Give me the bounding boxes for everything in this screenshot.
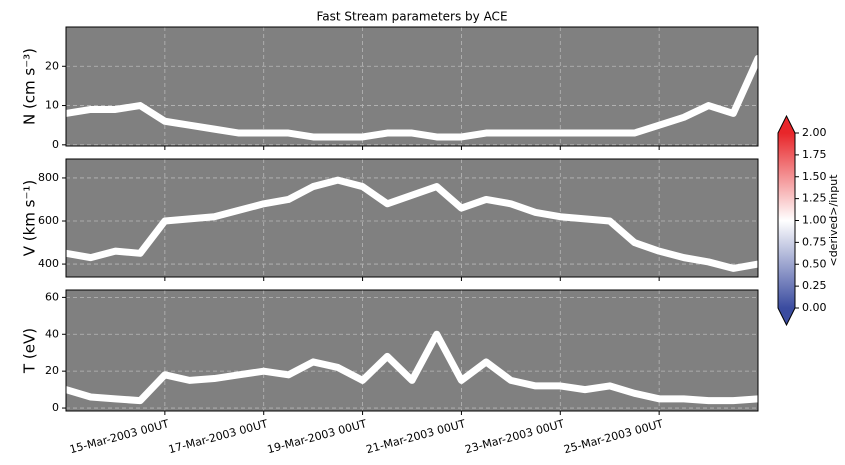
- colorbar-extend-max: [778, 116, 795, 133]
- y-tick-label: 800: [38, 171, 59, 184]
- data-band: [62, 54, 762, 141]
- chart-title: Fast Stream parameters by ACE: [316, 10, 507, 24]
- plot-area: [66, 290, 758, 411]
- y-tick-label: 20: [45, 364, 59, 377]
- colorbar-tick-label: 0.00: [802, 301, 827, 314]
- colorbar-tick-label: 1.50: [802, 170, 827, 183]
- y-tick-label: 20: [45, 59, 59, 72]
- data-band: [62, 330, 762, 405]
- colorbar-extend-min: [778, 308, 795, 325]
- plot-frame: [65, 158, 759, 278]
- colorbar-tick-label: 1.00: [802, 214, 827, 227]
- y-tick-label: 600: [38, 214, 59, 227]
- colorbar: [778, 133, 795, 308]
- y-axis-label: N (cm s⁻³): [21, 48, 39, 125]
- colorbar-label: <derived>/input: [827, 174, 840, 267]
- y-axis-label: V (km s⁻¹): [21, 180, 39, 257]
- y-axis-label: T (eV): [21, 328, 39, 374]
- x-tick-label: 17-Mar-2003 00UT: [167, 417, 269, 456]
- y-tick-label: 10: [45, 99, 59, 112]
- plot-frame: [65, 26, 759, 147]
- x-tick-label: 19-Mar-2003 00UT: [266, 417, 368, 456]
- y-tick-label: 0: [52, 138, 59, 151]
- y-tick-label: 60: [45, 290, 59, 303]
- plot-frame: [65, 289, 759, 412]
- y-tick-label: 0: [52, 401, 59, 414]
- x-tick-label: 25-Mar-2003 00UT: [562, 417, 664, 456]
- y-tick-label: 40: [45, 327, 59, 340]
- data-band: [62, 176, 762, 272]
- x-tick-label: 21-Mar-2003 00UT: [365, 417, 467, 456]
- x-tick-label: 23-Mar-2003 00UT: [464, 417, 566, 456]
- colorbar-tick-label: 0.25: [802, 279, 827, 292]
- colorbar-tick-label: 2.00: [802, 126, 827, 139]
- colorbar-tick-label: 0.75: [802, 235, 827, 248]
- y-tick-label: 400: [38, 257, 59, 270]
- x-tick-label: 15-Mar-2003 00UT: [68, 417, 170, 456]
- colorbar-tick-label: 0.50: [802, 257, 827, 270]
- colorbar-tick-label: 1.25: [802, 192, 827, 205]
- colorbar-tick-label: 1.75: [802, 148, 827, 161]
